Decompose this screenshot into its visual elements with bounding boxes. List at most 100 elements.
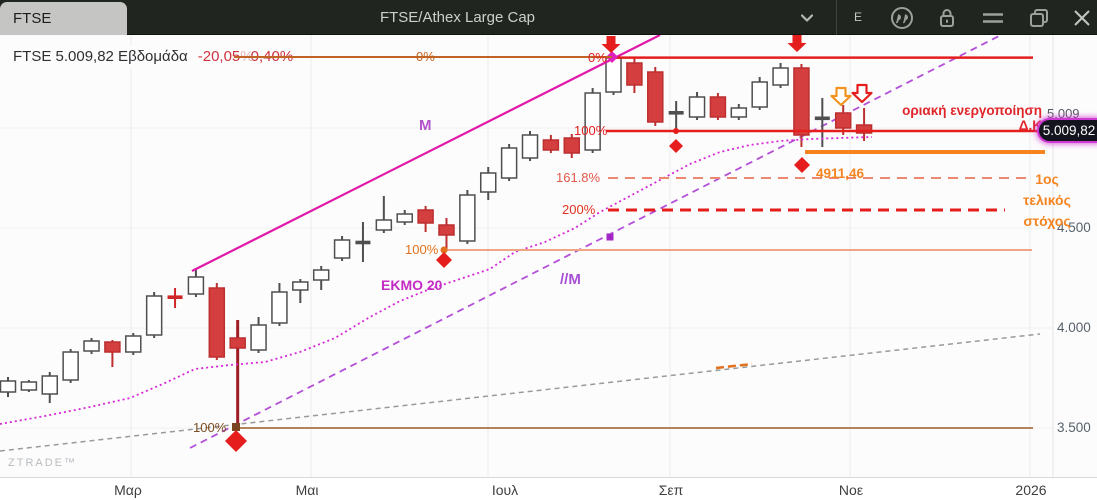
- trend-line-m: [191, 34, 661, 272]
- candle-up: [271, 291, 288, 324]
- trend-line-parallel-m: [189, 34, 1002, 449]
- y-axis-label: 4.000: [1057, 320, 1091, 335]
- candle-up: [605, 57, 622, 93]
- diamond-marker: [669, 139, 683, 153]
- tab-label: FTSE: [13, 10, 52, 27]
- fib-label-100pct: 100%: [405, 242, 439, 257]
- restore-window-button[interactable]: [1023, 0, 1055, 35]
- candle-down: [208, 287, 226, 358]
- fib-label-161.8pct: 161.8%: [556, 170, 601, 185]
- candle-up: [521, 134, 539, 159]
- diamond-marker: [225, 430, 247, 452]
- candle-up: [479, 172, 497, 193]
- y-axis-label: 4.500: [1057, 220, 1091, 235]
- candle-down: [563, 137, 581, 154]
- candle-up: [125, 335, 142, 353]
- candle-up: [62, 351, 79, 381]
- doji-bar: [814, 116, 830, 121]
- doji-bar: [668, 111, 684, 115]
- last-price-badge: 5.009,82: [1037, 118, 1097, 143]
- annotation-stop-price: 4911,46: [816, 166, 865, 181]
- anchor-dot: [440, 246, 448, 254]
- candle-up: [375, 219, 393, 231]
- sell-arrow-icon: [787, 35, 807, 52]
- candle-down: [855, 124, 873, 134]
- annotation-target-line-3: στόχος: [1023, 213, 1071, 229]
- candle-up: [459, 194, 476, 242]
- annotation-target-line-2: τελικός: [1023, 192, 1071, 208]
- candle-down: [626, 62, 643, 86]
- candle-down: [104, 341, 121, 353]
- last-price-value: 5.009,82: [1042, 123, 1096, 138]
- fib-label-100pct: 100%: [574, 123, 608, 138]
- axis-price-partial: 5.009: [1047, 106, 1080, 121]
- x-axis-label: Μαρ: [114, 482, 142, 498]
- fib-label-0pct: 0%: [588, 49, 607, 65]
- diamond-marker: [794, 157, 810, 173]
- quote-icon: [891, 6, 913, 29]
- doji-bar: [167, 295, 183, 299]
- candle-down: [229, 337, 246, 349]
- close-icon: [1074, 9, 1090, 26]
- timeframe-label: E: [853, 10, 862, 24]
- candle-down: [793, 67, 810, 136]
- candle-up: [584, 92, 601, 151]
- lock-button[interactable]: [932, 0, 962, 35]
- candle-up: [145, 295, 163, 336]
- x-axis-label: 2026: [1015, 482, 1047, 498]
- candle-down: [417, 209, 434, 224]
- doji-bar: [355, 240, 371, 245]
- candle-down: [542, 139, 560, 151]
- candle-up: [250, 324, 267, 351]
- window-title: FTSE/Athex Large Cap: [379, 9, 536, 26]
- annotation-target-line-1: 1ος: [1035, 171, 1059, 187]
- restore-window-icon: [1030, 8, 1048, 27]
- candle-up: [0, 380, 17, 393]
- candle-up: [83, 340, 100, 352]
- menu-icon: [983, 12, 1003, 23]
- candle-up: [20, 381, 38, 391]
- anchor-dot: [232, 423, 240, 431]
- anchor-dot: [673, 128, 679, 134]
- titlebar-divider: [836, 0, 837, 35]
- fib-label-200pct: 200%: [562, 202, 596, 217]
- candle-up: [772, 67, 789, 86]
- x-axis-label: Νοε: [838, 482, 864, 498]
- anchor-dot: [606, 233, 614, 241]
- candle-up: [396, 213, 413, 223]
- candle-down: [834, 112, 852, 129]
- candle-down: [709, 96, 727, 118]
- lock-icon: [940, 8, 954, 27]
- titlebar: FTSE FTSE/Athex Large Cap E: [0, 0, 1097, 35]
- quote-button[interactable]: [886, 0, 918, 35]
- chevron-down-icon: [801, 13, 813, 22]
- tab-ftse[interactable]: FTSE: [0, 2, 127, 35]
- x-axis: Μαρ Μαι Ιουλ Σεπ Νοε 2026: [0, 477, 1097, 500]
- candle-up: [688, 96, 706, 118]
- x-axis-label: Μαι: [295, 482, 319, 498]
- y-axis-label: 3.500: [1057, 420, 1091, 435]
- annotation-trendline-m-label: M: [419, 117, 432, 134]
- annotation-activation: οριακή ενεργοποίηση Δ.Κ: [902, 103, 1042, 133]
- diamond-marker: [436, 252, 452, 268]
- candle-up: [312, 269, 330, 281]
- legend-symbol: FTSE 5.009,82 Εβδομάδα: [13, 48, 188, 65]
- candle-up: [500, 147, 518, 179]
- candle-up: [730, 107, 748, 118]
- warning-arrow-orange-icon: [830, 86, 852, 107]
- warning-arrow-red-icon: [851, 83, 873, 104]
- trend-line-channel-base: [0, 333, 1041, 452]
- candle-up: [41, 375, 59, 395]
- watermark: ZTRADE™: [8, 457, 77, 469]
- annotation-parallel-m-label: //M: [560, 271, 581, 288]
- candle-down: [647, 71, 664, 123]
- fib-label-0pct-left: 0%: [416, 49, 435, 64]
- x-axis-label: Σεπ: [658, 482, 684, 498]
- candle-down: [438, 224, 455, 236]
- symbol-dropdown-button[interactable]: [789, 0, 825, 35]
- candle-up: [333, 239, 351, 259]
- menu-button[interactable]: [977, 0, 1009, 35]
- close-button[interactable]: [1067, 0, 1097, 35]
